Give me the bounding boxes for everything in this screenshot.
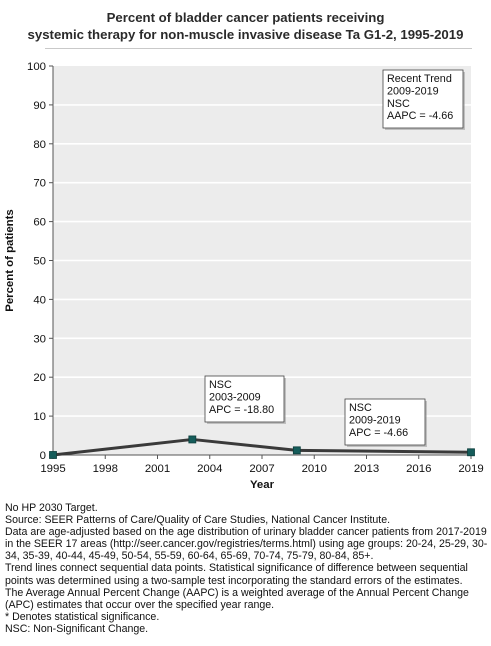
line-chart: 0 10 20 30 40 50 60 70 80 90 100 1995 1998 2001 2004 2… bbox=[4, 61, 484, 491]
data-point bbox=[188, 435, 197, 444]
callout-line: NSC bbox=[349, 402, 372, 414]
y-tick-label: 90 bbox=[33, 100, 46, 112]
y-tick-label: 30 bbox=[33, 333, 46, 345]
trend-segment bbox=[190, 437, 299, 452]
x-tick-label: 1998 bbox=[93, 463, 118, 475]
y-tick-label: 50 bbox=[33, 256, 46, 268]
footnote: Source: SEER Patterns of Care/Quality of… bbox=[5, 514, 391, 527]
chart-title: Percent of bladder cancer patients recei… bbox=[0, 9, 491, 43]
y-axis-ticks: 0 10 20 30 40 50 60 70 80 90 100 bbox=[27, 61, 53, 462]
footnote: The Average Annual Percent Change (AAPC)… bbox=[5, 586, 469, 611]
y-tick-label: 40 bbox=[33, 294, 46, 306]
y-tick-label: 60 bbox=[33, 217, 46, 229]
callout-line: 2003-2009 bbox=[209, 391, 261, 403]
callout-line: NSC bbox=[209, 379, 232, 391]
footnote: No HP 2030 Target. bbox=[5, 502, 98, 514]
data-point bbox=[292, 446, 301, 455]
chart-title-line-1: Percent of bladder cancer patients recei… bbox=[106, 10, 385, 25]
data-point bbox=[467, 448, 475, 457]
y-axis-title: Percent of patients bbox=[4, 209, 16, 312]
callout-line: 2009-2019 bbox=[387, 85, 439, 97]
x-tick-label: 2007 bbox=[249, 463, 274, 475]
callout-line: APC = -18.80 bbox=[209, 404, 274, 416]
x-tick-label: 2010 bbox=[302, 463, 327, 475]
trend-segment bbox=[51, 437, 194, 457]
x-tick-label: 2001 bbox=[145, 463, 170, 475]
x-tick-label: 2016 bbox=[406, 463, 431, 475]
footnote: * Denotes statistical significance. bbox=[5, 610, 160, 623]
footnote: NSC: Non-Significant Change. bbox=[5, 622, 149, 635]
y-tick-label: 100 bbox=[27, 61, 46, 73]
callout-line: AAPC = -4.66 bbox=[387, 110, 453, 122]
y-tick-label: 80 bbox=[33, 139, 46, 151]
callout-line: APC = -4.66 bbox=[349, 427, 408, 439]
y-tick-label: 10 bbox=[33, 411, 46, 423]
callout-line: 2009-2019 bbox=[349, 414, 401, 426]
y-tick-label: 0 bbox=[40, 450, 46, 462]
x-tick-label: 2004 bbox=[197, 463, 222, 475]
callout-line: NSC bbox=[387, 98, 410, 110]
gridlines bbox=[53, 104, 471, 417]
footnotes: No HP 2030 Target. Source: SEER Patterns… bbox=[5, 502, 489, 635]
x-axis-title: Year bbox=[250, 479, 275, 491]
trend-lines bbox=[51, 437, 473, 457]
data-point bbox=[49, 451, 57, 459]
chart-title-line-2: systemic therapy for non-muscle invasive… bbox=[27, 27, 464, 42]
callout-frame bbox=[204, 375, 285, 423]
x-axis-ticks: 1995 1998 2001 2004 2007 2010 2013 2016 2019 bbox=[40, 455, 484, 475]
title-divider bbox=[45, 48, 472, 49]
x-tick-label: 2013 bbox=[354, 463, 379, 475]
x-tick-label: 1995 bbox=[40, 463, 65, 475]
y-tick-label: 70 bbox=[33, 178, 46, 190]
trend-segment bbox=[295, 448, 473, 454]
y-tick-label: 20 bbox=[33, 372, 46, 384]
data-points bbox=[49, 435, 475, 459]
x-tick-label: 2019 bbox=[458, 463, 483, 475]
footnote: Data are age-adjusted based on the age d… bbox=[5, 526, 488, 563]
callout-frame bbox=[344, 398, 426, 446]
callout-line: Recent Trend bbox=[387, 73, 452, 85]
footnote: Trend lines connect sequential data poin… bbox=[5, 562, 468, 587]
callout-frame bbox=[382, 69, 464, 129]
